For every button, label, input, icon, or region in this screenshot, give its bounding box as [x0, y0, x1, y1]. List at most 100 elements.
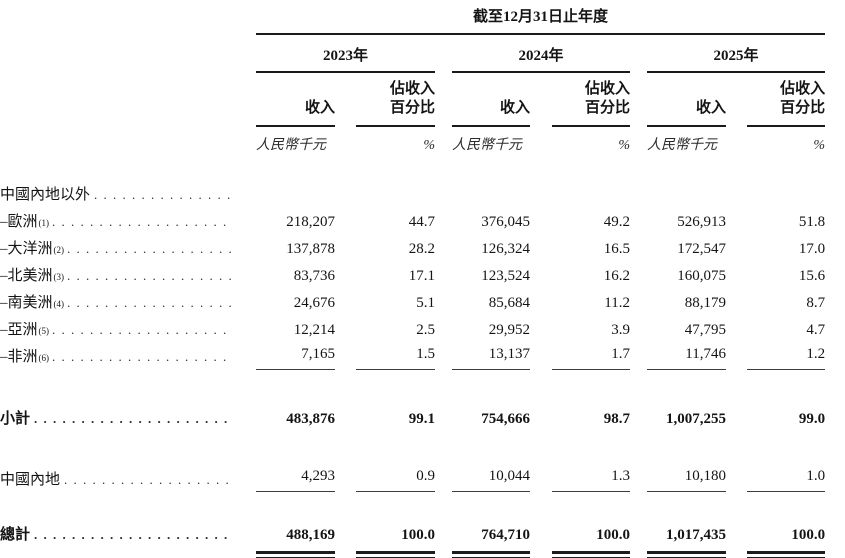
year-header-row: 2023年 2024年 2025年 [0, 34, 845, 73]
revenue-2025-cell: 172,547 [677, 241, 726, 257]
revenue-2024-cell: 10,044 [452, 464, 530, 492]
pct-2025-cell: 100.0 [791, 527, 826, 543]
unit-rmb-thousands-2024: 人民幣千元 [452, 138, 522, 153]
pct-column-header-2024: 佔收入 百分比 [552, 72, 630, 127]
pct-2024-cell: 11.2 [604, 295, 630, 311]
pct-2023-cell: 28.2 [408, 241, 435, 257]
row-mainland-china: 中國內地. . . . . . . . . . . . . . . . . . … [0, 464, 845, 492]
period-header: 截至12月31日止年度 [256, 5, 826, 35]
pct-2025-cell: 99.0 [798, 410, 826, 427]
double-rule [552, 551, 630, 558]
double-rule [452, 551, 530, 558]
row-label: 總計 [0, 527, 31, 543]
pct-2024-cell: 49.2 [603, 214, 630, 230]
row-label: 中國內地 [0, 471, 61, 488]
revenue-2025-cell: 88,179 [684, 295, 726, 311]
pct-2024-cell: 98.7 [603, 410, 630, 427]
dot-leader: . . . . . . . . . . . . . . . . . . . . … [67, 268, 232, 283]
revenue-2024-cell: 13,137 [452, 342, 530, 370]
pct-2024-cell: 3.9 [611, 322, 630, 338]
year-2023-header: 2023年 [256, 34, 435, 73]
row-label: –亞洲 [0, 322, 38, 338]
revenue-2024-cell: 85,684 [488, 295, 530, 311]
pct-2024-cell: 1.7 [552, 342, 630, 370]
revenue-2025-cell [647, 180, 726, 207]
pct-2023-cell: 2.5 [416, 322, 435, 338]
total-double-rule-row [0, 547, 845, 558]
double-rule [747, 551, 826, 558]
dot-leader: . . . . . . . . . . . . . . . . . . . . … [94, 187, 232, 202]
revenue-2023-cell: 7,165 [256, 342, 335, 370]
footnote-marker: (4) [53, 299, 65, 309]
footnote-marker: (3) [53, 272, 65, 282]
unit-rmb-thousands-2023: 人民幣千元 [256, 138, 326, 153]
pct-2023-cell: 1.5 [356, 342, 435, 370]
revenue-2023-cell: 12,214 [293, 322, 335, 338]
revenue-2023-cell: 24,676 [293, 295, 335, 311]
revenue-2023-cell: 4,293 [256, 464, 335, 492]
dot-leader: . . . . . . . . . . . . . . . . . . . . … [67, 241, 232, 256]
pct-2023-cell: 17.1 [408, 268, 435, 284]
pct-2024-cell: 1.3 [552, 464, 630, 492]
pct-2023-cell: 0.9 [356, 464, 435, 492]
dot-leader: . . . . . . . . . . . . . . . . . . . . … [67, 295, 232, 310]
pct-2024-cell [552, 180, 630, 207]
revenue-2025-cell: 160,075 [677, 268, 726, 284]
pct-column-header-2025: 佔收入 百分比 [747, 72, 826, 127]
revenue-2024-cell: 123,524 [481, 268, 530, 284]
row-north-america: –北美洲 (3). . . . . . . . . . . . . . . . .… [0, 261, 845, 288]
revenue-column-header-2023: 收入 [256, 72, 335, 127]
pct-2023-cell: 5.1 [416, 295, 435, 311]
pct-2025-cell [747, 180, 825, 207]
unit-percent-2023: % [423, 138, 435, 153]
row-label: 小計 [0, 410, 31, 427]
row-africa: –非洲 (6). . . . . . . . . . . . . . . . . … [0, 342, 845, 370]
row-outside-mainland-china: 中國內地以外. . . . . . . . . . . . . . . . . … [0, 180, 845, 207]
column-header-row: 收入 佔收入 百分比 收入 佔收入 百分比 收入 佔收入 百分比 [0, 72, 845, 127]
row-label: –非洲 [0, 349, 38, 365]
year-2024-header: 2024年 [452, 34, 630, 73]
unit-percent-2024: % [618, 138, 630, 153]
footnote-marker: (2) [53, 245, 65, 255]
pct-2025-cell: 51.8 [798, 214, 826, 230]
footnote-marker: (6) [38, 353, 50, 363]
row-total: 總計. . . . . . . . . . . . . . . . . . . … [0, 520, 845, 547]
revenue-2025-cell: 11,746 [647, 342, 726, 370]
revenue-2025-cell: 47,795 [684, 322, 726, 338]
row-asia: –亞洲 (5). . . . . . . . . . . . . . . . . … [0, 315, 845, 342]
revenue-2024-cell: 754,666 [481, 410, 530, 427]
pct-2023-cell [356, 180, 435, 207]
revenue-2024-cell: 29,952 [488, 322, 530, 338]
row-label: –北美洲 [0, 268, 53, 284]
revenue-2023-cell [256, 180, 335, 207]
row-label: 中國內地以外 [0, 187, 91, 203]
units-row: 人民幣千元 % 人民幣千元 % 人民幣千元 % [0, 126, 845, 154]
row-label: –歐洲 [0, 214, 38, 230]
revenue-column-header-2024: 收入 [452, 72, 530, 127]
row-oceania: –大洋洲 (2). . . . . . . . . . . . . . . . .… [0, 234, 845, 261]
dot-leader: . . . . . . . . . . . . . . . . . . . . … [64, 471, 232, 487]
pct-2025-cell: 1.2 [747, 342, 826, 370]
revenue-2024-cell: 764,710 [481, 527, 530, 543]
row-south-america: –南美洲 (4). . . . . . . . . . . . . . . . .… [0, 288, 845, 315]
double-rule [647, 551, 726, 558]
revenue-2023-cell: 218,207 [286, 214, 335, 230]
pct-column-header-2023: 佔收入 百分比 [356, 72, 435, 127]
dot-leader: . . . . . . . . . . . . . . . . . . . . … [52, 322, 232, 337]
double-rule [256, 551, 335, 558]
pct-2024-cell: 16.2 [603, 268, 630, 284]
row-label: –南美洲 [0, 295, 53, 311]
unit-rmb-thousands-2025: 人民幣千元 [647, 138, 717, 153]
row-label: –大洋洲 [0, 241, 53, 257]
revenue-2025-cell: 1,007,255 [666, 410, 726, 427]
revenue-2023-cell: 483,876 [286, 410, 335, 427]
dot-leader: . . . . . . . . . . . . . . . . . . . . … [34, 527, 232, 542]
pct-2023-cell: 100.0 [401, 527, 435, 543]
pct-2023-cell: 99.1 [408, 410, 435, 427]
revenue-2025-cell: 1,017,435 [666, 527, 726, 543]
revenue-2023-cell: 488,169 [286, 527, 335, 543]
revenue-2025-cell: 10,180 [647, 464, 726, 492]
row-subtotal: 小計. . . . . . . . . . . . . . . . . . . … [0, 404, 845, 431]
row-europe: –歐洲 (1). . . . . . . . . . . . . . . . . … [0, 207, 845, 234]
unit-percent-2025: % [813, 138, 826, 153]
